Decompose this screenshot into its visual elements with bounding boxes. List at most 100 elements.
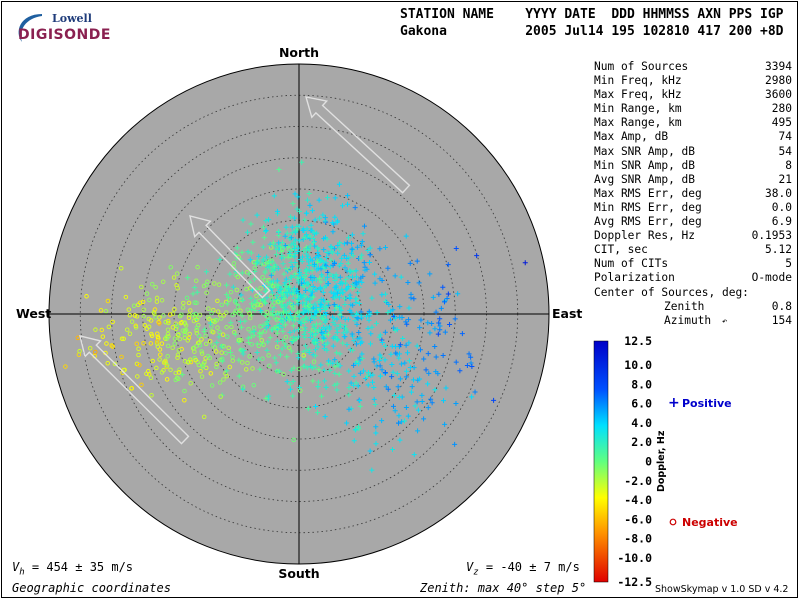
stat-label: Polarization: [594, 271, 675, 285]
negative-point: [195, 264, 200, 270]
positive-point: [281, 293, 287, 299]
negative-point: [154, 295, 160, 301]
positive-point: [250, 239, 256, 245]
positive-point: [472, 389, 478, 395]
stat-row: CIT, sec 5.12: [594, 243, 792, 257]
positive-point: [274, 208, 280, 214]
positive-point: [406, 317, 412, 323]
negative-point: [136, 302, 141, 308]
positive-point: [315, 384, 321, 390]
stat-label: Avg SNR Amp, dB: [594, 172, 696, 186]
positive-point: [310, 289, 316, 295]
positive-point: [329, 220, 335, 226]
positive-point: [337, 246, 343, 252]
colorbar-tick-label: 6.0: [631, 397, 652, 411]
negative-point: [135, 374, 140, 379]
positive-point: [300, 227, 306, 233]
negative-point: [264, 309, 270, 315]
positive-point: [389, 361, 395, 367]
positive-point: [318, 266, 324, 272]
positive-point: [359, 252, 365, 258]
positive-point: [247, 257, 253, 263]
positive-point: [248, 334, 254, 340]
positive-point: [302, 334, 308, 340]
stat-value: 5.12: [765, 243, 792, 257]
negative-point: [209, 310, 214, 316]
legend-positive-marker: +: [668, 395, 680, 411]
negative-point: [287, 267, 292, 272]
positive-point: [307, 302, 313, 308]
positive-point: [300, 363, 306, 369]
negative-point: [210, 318, 216, 324]
positive-point: [491, 397, 497, 403]
positive-point: [320, 338, 326, 344]
positive-point: [296, 280, 302, 286]
negative-point: [105, 360, 110, 366]
positive-point: [301, 331, 307, 337]
positive-point: [245, 335, 251, 341]
negative-point: [164, 377, 170, 382]
negative-point: [129, 386, 135, 391]
positive-point: [342, 301, 348, 307]
stat-row: Min SNR Amp, dB 8: [594, 159, 792, 173]
positive-point: [252, 308, 258, 314]
negative-point: [212, 345, 218, 350]
positive-point: [330, 360, 336, 366]
positive-point: [340, 340, 346, 346]
positive-point: [334, 350, 340, 356]
positive-point: [307, 334, 313, 340]
positive-point: [356, 397, 362, 403]
positive-point: [230, 284, 236, 290]
positive-point: [346, 392, 352, 398]
positive-point: [343, 286, 349, 292]
negative-point: [217, 380, 223, 385]
positive-point: [236, 373, 242, 379]
negative-point: [286, 345, 292, 350]
negative-point: [160, 279, 166, 284]
positive-point: [288, 260, 294, 266]
negative-point: [175, 285, 180, 291]
positive-point: [361, 260, 367, 266]
positive-point: [288, 348, 294, 354]
positive-point: [269, 268, 275, 274]
positive-point: [262, 268, 268, 274]
positive-point: [356, 330, 362, 336]
positive-point: [352, 205, 358, 211]
positive-point: [304, 197, 310, 203]
positive-point: [327, 326, 333, 332]
positive-point: [391, 392, 397, 398]
positive-point: [326, 302, 332, 308]
positive-point: [445, 262, 451, 268]
positive-point: [314, 287, 320, 293]
negative-point: [311, 359, 317, 364]
positive-point: [282, 280, 288, 286]
positive-point: [355, 424, 361, 430]
positive-point: [301, 284, 307, 290]
negative-point: [153, 315, 158, 320]
negative-point: [175, 352, 181, 358]
positive-point: [385, 309, 391, 315]
negative-point: [147, 297, 152, 303]
positive-point: [290, 295, 296, 301]
positive-point: [279, 252, 285, 258]
negative-point: [258, 324, 263, 329]
positive-point: [427, 271, 433, 277]
positive-point: [233, 298, 239, 304]
positive-point: [301, 248, 307, 254]
positive-point: [350, 247, 356, 253]
positive-point: [321, 367, 327, 373]
positive-point: [343, 325, 349, 331]
positive-point: [404, 321, 410, 327]
positive-point: [318, 258, 324, 264]
positive-point: [432, 387, 438, 393]
positive-point: [332, 364, 338, 370]
positive-point: [376, 334, 382, 340]
positive-point: [368, 372, 374, 378]
source-points: [63, 159, 528, 473]
positive-point: [402, 418, 408, 424]
positive-point: [288, 242, 294, 248]
positive-point: [408, 389, 414, 395]
positive-point: [261, 224, 267, 230]
positive-point: [280, 338, 286, 344]
negative-point: [186, 315, 192, 320]
